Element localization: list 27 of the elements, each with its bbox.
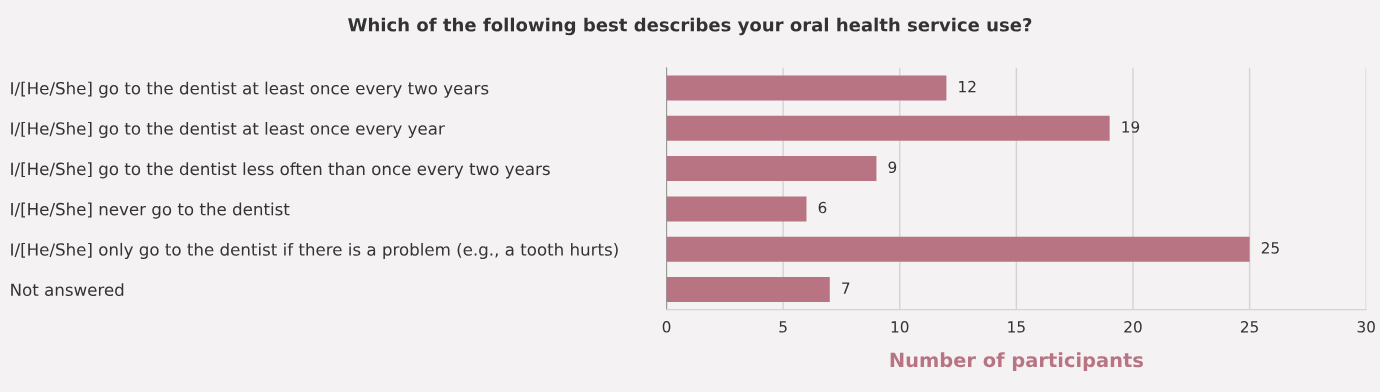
bar — [666, 115, 1110, 141]
y-tick-label: I/[He/She] only go to the dentist if there is a problem (e.g., a tooth hurts) — [11, 242, 618, 260]
y-tick-label: I/[He/She] never go to the dentist — [11, 202, 290, 219]
data-label: 25 — [1261, 242, 1279, 254]
y-tick-label: I/[He/She] go to the dentist at least once every two years — [11, 81, 489, 98]
data-label: 12 — [959, 80, 976, 93]
chart-title: Which of the following best describes your oral health service use? — [348, 17, 1032, 36]
x-tick-label: 20 — [1124, 321, 1142, 333]
data-label: 9 — [888, 161, 897, 174]
y-tick-label: I/[He/She] go to the dentist less often than once every two years — [11, 162, 550, 179]
x-axis-title: Number of participants — [890, 352, 1143, 372]
x-tick-label: 5 — [779, 321, 787, 333]
bar — [666, 156, 877, 182]
bar — [666, 75, 947, 101]
data-label: 7 — [842, 282, 850, 294]
x-tick-label: 10 — [891, 321, 909, 333]
x-tick-label: 15 — [1008, 321, 1025, 333]
x-tick-label: 30 — [1357, 321, 1375, 333]
data-label: 19 — [1122, 121, 1140, 133]
data-label: 6 — [818, 201, 827, 214]
bar — [666, 277, 830, 303]
y-tick-label: Not answered — [11, 283, 124, 297]
x-tick-label: 0 — [662, 321, 671, 333]
bar — [666, 196, 807, 222]
y-tick-label: I/[He/She] go to the dentist at least once every year — [11, 121, 445, 139]
bar — [666, 236, 1250, 262]
x-tick-label: 25 — [1240, 321, 1258, 333]
